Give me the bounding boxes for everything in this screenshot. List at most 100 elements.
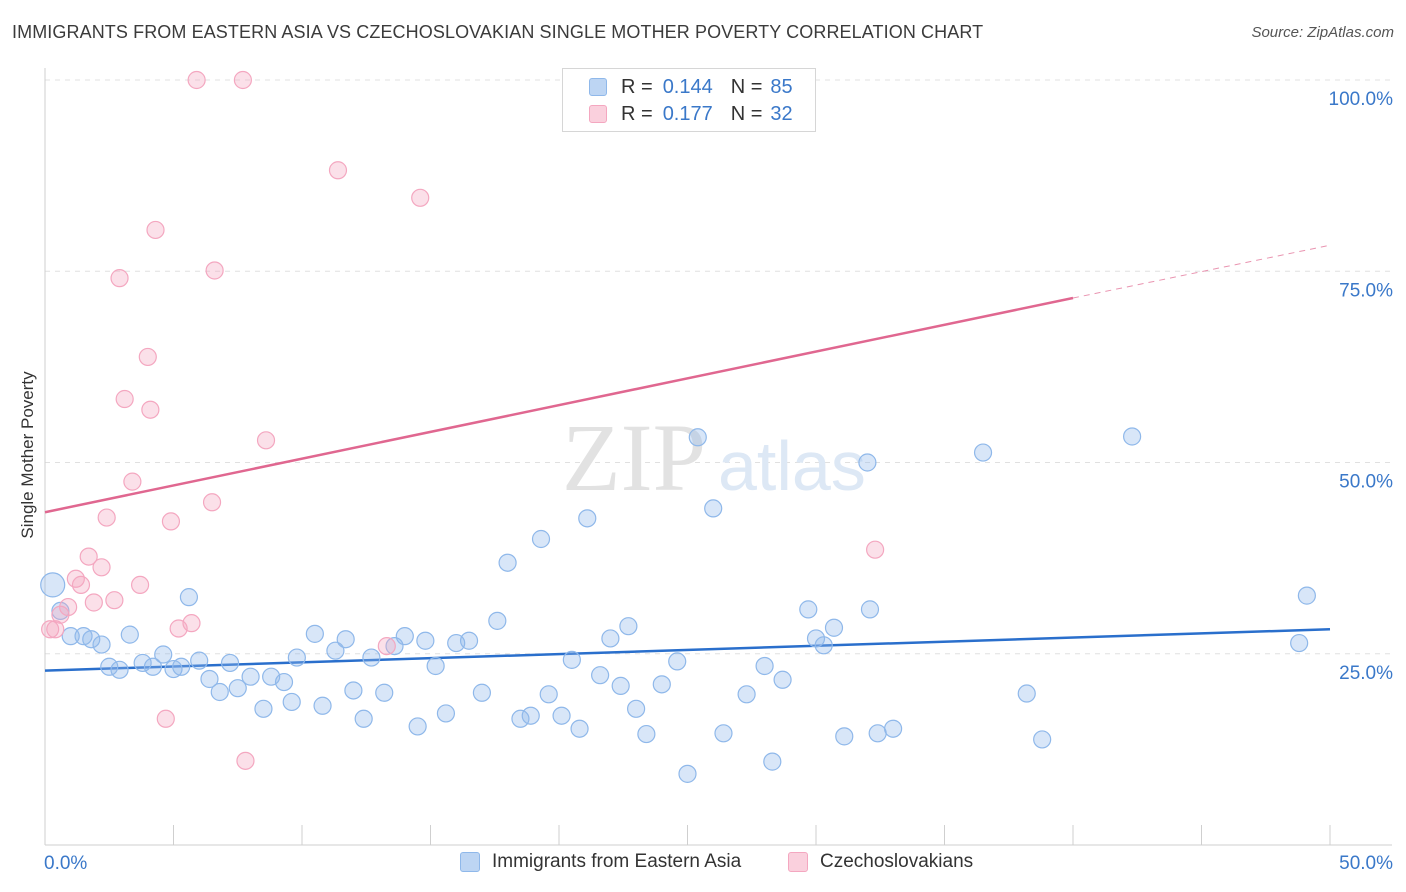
- trend-line-series-0: [44, 628, 1331, 672]
- point-series-0: [274, 672, 294, 692]
- point-series-1: [115, 389, 134, 409]
- point-series-0: [133, 653, 152, 673]
- legend-label-czechoslovakians: Czechoslovakians: [820, 851, 974, 872]
- point-series-0: [858, 453, 877, 472]
- point-series-0: [704, 499, 723, 518]
- point-series-0: [868, 724, 887, 743]
- x-tick-label: 50.0%: [1339, 853, 1393, 874]
- point-series-0: [539, 685, 558, 704]
- point-series-0: [344, 681, 363, 700]
- point-series-0: [531, 529, 551, 549]
- point-series-0: [806, 629, 826, 648]
- point-series-0: [973, 443, 993, 462]
- point-series-0: [737, 685, 756, 704]
- point-series-0: [120, 625, 139, 644]
- point-series-1: [161, 512, 181, 531]
- point-series-0: [154, 645, 173, 664]
- legend-swatch-blue: [460, 852, 480, 872]
- watermark-zip: ZIP: [562, 404, 706, 511]
- point-series-0: [626, 699, 646, 718]
- watermark: ZIP atlas: [562, 404, 866, 511]
- point-series-0: [678, 764, 697, 783]
- point-series-0: [254, 699, 273, 718]
- point-series-0: [591, 666, 610, 685]
- legend-label-eastern-asia: Immigrants from Eastern Asia: [492, 851, 742, 872]
- point-series-0: [1123, 427, 1142, 446]
- y-tick-label: 100.0%: [1329, 89, 1394, 110]
- point-series-0: [883, 719, 903, 738]
- point-series-0: [92, 635, 111, 654]
- point-series-0: [179, 588, 199, 607]
- r-label: R =: [621, 75, 653, 98]
- point-series-0: [336, 630, 355, 649]
- point-series-0: [1017, 684, 1036, 703]
- point-series-0: [416, 631, 435, 650]
- point-series-1: [411, 188, 430, 207]
- stats-row-eastern-asia: R = 0.144 N = 85: [589, 74, 793, 100]
- point-series-0: [326, 641, 345, 660]
- legend-swatch-pink: [589, 105, 607, 123]
- n-label: N =: [730, 102, 763, 125]
- point-series-0: [100, 657, 119, 676]
- point-series-0: [562, 650, 581, 669]
- point-series-0: [110, 660, 129, 679]
- point-series-1: [71, 575, 91, 595]
- point-series-1: [202, 493, 222, 512]
- axes: [44, 68, 1392, 846]
- point-series-0: [313, 696, 332, 715]
- point-series-1: [79, 547, 98, 566]
- point-series-1: [138, 347, 157, 367]
- point-series-0: [287, 648, 306, 667]
- point-series-0: [1033, 730, 1052, 749]
- point-series-1: [256, 431, 276, 450]
- point-series-0: [408, 717, 427, 736]
- trend-extension-series-1: [1072, 244, 1331, 299]
- y-tick-label: 50.0%: [1339, 472, 1393, 493]
- point-series-0: [835, 727, 854, 746]
- point-series-1: [233, 70, 252, 90]
- point-series-1: [41, 620, 60, 639]
- point-series-0: [210, 682, 229, 702]
- point-series-0: [375, 683, 394, 702]
- point-series-0: [860, 600, 880, 619]
- n-label: N =: [730, 75, 763, 98]
- stats-row-czechoslovakians: R = 0.177 N = 32: [589, 101, 793, 127]
- point-series-1: [182, 614, 201, 633]
- trend-lines: [44, 244, 1331, 672]
- point-series-0: [61, 627, 80, 646]
- point-series-1: [866, 540, 885, 559]
- point-series-1: [51, 605, 70, 624]
- tick-labels: 25.0% 50.0% 75.0% 100.0% 0.0% 50.0%: [44, 89, 1393, 874]
- point-series-0: [714, 724, 733, 743]
- legend-item-czechoslovakians[interactable]: Czechoslovakians: [788, 851, 973, 873]
- point-series-0: [668, 652, 687, 671]
- r-value: 0.177: [662, 102, 713, 125]
- point-series-0: [814, 636, 833, 655]
- point-series-0: [601, 629, 620, 648]
- stats-legend: R = 0.144 N = 85 R = 0.177 N = 32: [562, 68, 816, 132]
- watermark-atlas: atlas: [718, 427, 866, 505]
- point-series-0: [426, 656, 445, 676]
- point-series-0: [498, 553, 517, 572]
- point-series-0: [1290, 633, 1309, 653]
- point-series-0: [200, 669, 219, 689]
- point-series-1: [130, 575, 150, 595]
- series-legend: Immigrants from Eastern Asia Czechoslova…: [0, 851, 1406, 877]
- point-series-0: [305, 624, 324, 643]
- point-series-0: [459, 631, 479, 650]
- point-series-1: [146, 220, 165, 240]
- point-series-0: [570, 719, 589, 738]
- n-value: 32: [770, 102, 793, 125]
- point-series-0: [395, 627, 414, 646]
- point-series-0: [578, 509, 597, 528]
- r-label: R =: [621, 102, 653, 125]
- legend-item-eastern-asia[interactable]: Immigrants from Eastern Asia: [460, 851, 741, 873]
- grid-lines: [45, 79, 1392, 655]
- point-series-0: [637, 724, 656, 744]
- point-series-0: [488, 611, 507, 630]
- r-value: 0.144: [662, 75, 713, 98]
- point-series-1: [105, 591, 124, 610]
- point-series-0: [472, 683, 491, 702]
- point-series-0: [354, 709, 373, 728]
